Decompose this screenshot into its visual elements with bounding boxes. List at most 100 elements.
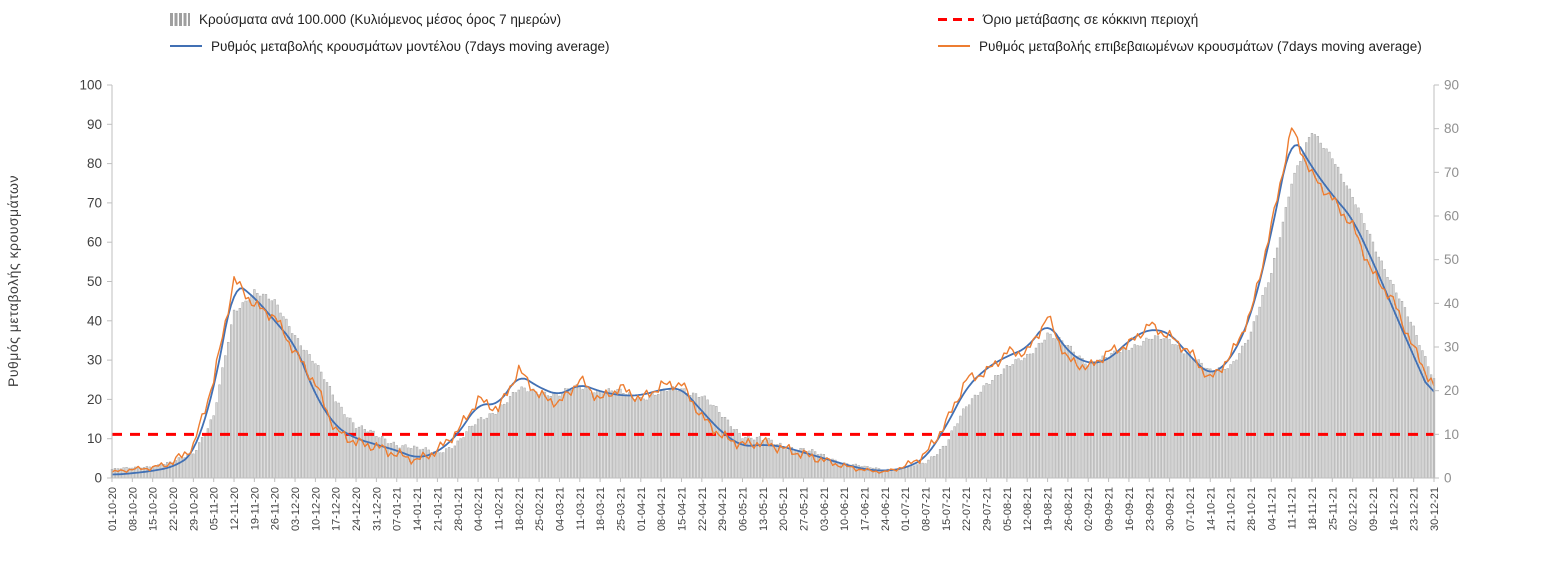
svg-text:18-11-21: 18-11-21 [1307,487,1319,530]
svg-text:40: 40 [1444,296,1459,311]
svg-text:40: 40 [87,313,102,328]
svg-text:20: 20 [1444,383,1459,398]
svg-text:15-04-21: 15-04-21 [676,487,688,531]
legend-model-line-label: Ρυθμός μεταβολής κρουσμάτων μοντέλου (7d… [211,38,610,54]
svg-text:02-12-21: 02-12-21 [1348,487,1360,531]
svg-text:22-07-21: 22-07-21 [961,487,973,531]
legend-threshold-label: Όριο μετάβασης σε κόκκινη περιοχή [983,11,1199,27]
svg-text:31-12-20: 31-12-20 [371,487,383,531]
legend-cases-bars: Κρούσματα ανά 100.000 (Κυλιόμενος μέσος … [170,8,610,30]
legend-right-column: Όριο μετάβασης σε κόκκινη περιοχή Ρυθμός… [938,8,1422,62]
svg-text:11-03-21: 11-03-21 [575,487,587,530]
svg-text:24-06-21: 24-06-21 [880,487,892,531]
svg-text:18-02-21: 18-02-21 [514,487,526,531]
svg-text:60: 60 [1444,209,1459,224]
svg-text:13-05-21: 13-05-21 [758,487,770,531]
svg-text:02-09-21: 02-09-21 [1083,487,1095,531]
svg-text:21-10-21: 21-10-21 [1226,487,1238,531]
svg-text:25-02-21: 25-02-21 [534,487,546,531]
svg-text:09-12-21: 09-12-21 [1368,487,1380,531]
svg-text:28-10-21: 28-10-21 [1246,487,1258,531]
svg-text:10: 10 [87,431,102,446]
svg-text:12-11-20: 12-11-20 [229,487,241,530]
svg-text:17-06-21: 17-06-21 [860,487,872,531]
svg-text:90: 90 [1444,78,1459,93]
svg-text:21-01-21: 21-01-21 [432,487,444,531]
svg-text:25-03-21: 25-03-21 [615,487,627,531]
svg-text:30: 30 [87,353,102,368]
svg-text:17-12-20: 17-12-20 [331,487,343,531]
svg-text:09-09-21: 09-09-21 [1104,487,1116,531]
svg-text:22-04-21: 22-04-21 [697,487,709,531]
svg-text:23-09-21: 23-09-21 [1144,487,1156,531]
svg-text:14-10-21: 14-10-21 [1205,487,1217,531]
legend-cases-bars-label: Κρούσματα ανά 100.000 (Κυλιόμενος μέσος … [199,11,562,27]
svg-text:18-03-21: 18-03-21 [595,487,607,531]
svg-text:12-08-21: 12-08-21 [1022,487,1034,531]
svg-text:26-11-20: 26-11-20 [270,487,282,530]
svg-text:26-08-21: 26-08-21 [1063,487,1075,531]
svg-text:0: 0 [1444,471,1452,486]
svg-text:20-05-21: 20-05-21 [778,487,790,531]
svg-text:28-01-21: 28-01-21 [453,487,465,531]
legend-threshold: Όριο μετάβασης σε κόκκινη περιοχή [938,8,1422,30]
threshold-dash-icon [938,17,974,21]
legend-confirmed-line: Ρυθμός μεταβολής επιβεβαιωμένων κρουσμάτ… [938,35,1422,57]
svg-text:11-11-21: 11-11-21 [1287,487,1299,529]
svg-text:10: 10 [1444,427,1459,442]
svg-text:03-12-20: 03-12-20 [290,487,302,531]
legend-confirmed-line-label: Ρυθμός μεταβολής επιβεβαιωμένων κρουσμάτ… [979,38,1422,54]
svg-text:100: 100 [79,78,102,93]
svg-text:06-05-21: 06-05-21 [737,487,749,531]
svg-text:90: 90 [87,117,102,132]
svg-text:05-11-20: 05-11-20 [209,487,221,530]
svg-text:14-01-21: 14-01-21 [412,487,424,531]
svg-text:20: 20 [87,392,102,407]
svg-text:07-01-21: 07-01-21 [392,487,404,531]
svg-text:19-08-21: 19-08-21 [1043,487,1055,531]
svg-text:29-04-21: 29-04-21 [717,487,729,531]
svg-text:27-05-21: 27-05-21 [799,487,811,531]
svg-text:29-10-20: 29-10-20 [188,487,200,531]
svg-text:50: 50 [87,274,102,289]
svg-text:25-11-21: 25-11-21 [1327,487,1339,530]
svg-text:0: 0 [94,471,102,486]
svg-text:05-08-21: 05-08-21 [1002,487,1014,531]
svg-text:08-07-21: 08-07-21 [921,487,933,531]
svg-text:30-09-21: 30-09-21 [1165,487,1177,531]
svg-text:16-09-21: 16-09-21 [1124,487,1136,531]
svg-text:60: 60 [87,235,102,250]
svg-text:04-03-21: 04-03-21 [554,487,566,531]
svg-text:80: 80 [87,156,102,171]
svg-text:04-02-21: 04-02-21 [473,487,485,531]
svg-text:01-04-21: 01-04-21 [636,487,648,531]
confirmed-line-icon [938,44,970,48]
svg-text:15-10-20: 15-10-20 [148,487,160,531]
svg-text:07-10-21: 07-10-21 [1185,487,1197,531]
svg-text:11-02-21: 11-02-21 [493,487,505,530]
legend-left-column: Κρούσματα ανά 100.000 (Κυλιόμενος μέσος … [170,8,610,62]
svg-text:01-07-21: 01-07-21 [900,487,912,531]
svg-text:29-07-21: 29-07-21 [982,487,994,531]
svg-text:19-11-20: 19-11-20 [249,487,261,530]
svg-text:22-10-20: 22-10-20 [168,487,180,531]
bars-swatch-icon [170,12,190,26]
svg-text:08-10-20: 08-10-20 [127,487,139,531]
svg-text:30-12-21: 30-12-21 [1429,487,1441,531]
svg-text:24-12-20: 24-12-20 [351,487,363,531]
svg-text:70: 70 [87,195,102,210]
svg-text:01-10-20: 01-10-20 [107,487,119,531]
svg-text:80: 80 [1444,121,1459,136]
svg-text:16-12-21: 16-12-21 [1388,487,1400,531]
svg-text:08-04-21: 08-04-21 [656,487,668,531]
model-line-icon [170,44,202,48]
svg-text:23-12-21: 23-12-21 [1409,487,1421,531]
svg-text:10-06-21: 10-06-21 [839,487,851,531]
svg-text:03-06-21: 03-06-21 [819,487,831,531]
legend-model-line: Ρυθμός μεταβολής κρουσμάτων μοντέλου (7d… [170,35,610,57]
svg-text:15-07-21: 15-07-21 [941,487,953,531]
svg-text:70: 70 [1444,165,1459,180]
svg-text:50: 50 [1444,252,1459,267]
